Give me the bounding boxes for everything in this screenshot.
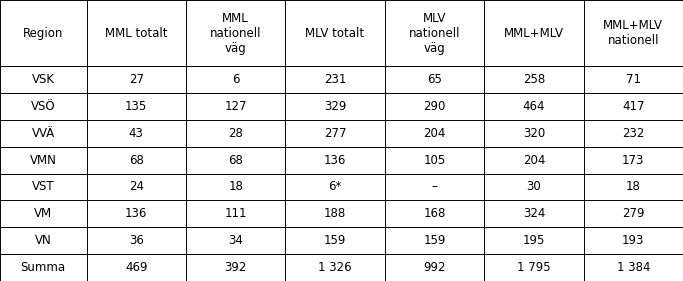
Text: 1 384: 1 384 xyxy=(617,261,650,274)
Text: 68: 68 xyxy=(228,154,243,167)
Text: –: – xyxy=(432,180,437,193)
Text: 105: 105 xyxy=(423,154,445,167)
Text: MLV totalt: MLV totalt xyxy=(305,26,365,40)
Text: 464: 464 xyxy=(522,100,545,113)
Text: 6*: 6* xyxy=(329,180,342,193)
Text: 159: 159 xyxy=(324,234,346,247)
Text: 324: 324 xyxy=(522,207,545,220)
Text: 329: 329 xyxy=(324,100,346,113)
Text: 27: 27 xyxy=(128,73,143,86)
Text: VMN: VMN xyxy=(30,154,57,167)
Text: 159: 159 xyxy=(423,234,445,247)
Text: 195: 195 xyxy=(522,234,545,247)
Text: 168: 168 xyxy=(423,207,445,220)
Text: VN: VN xyxy=(35,234,52,247)
Text: 417: 417 xyxy=(622,100,645,113)
Text: 290: 290 xyxy=(423,100,445,113)
Text: 204: 204 xyxy=(522,154,545,167)
Text: 392: 392 xyxy=(225,261,247,274)
Text: 135: 135 xyxy=(125,100,148,113)
Text: VVÄ: VVÄ xyxy=(31,127,55,140)
Text: 992: 992 xyxy=(423,261,446,274)
Text: MML
nationell
väg: MML nationell väg xyxy=(210,12,262,55)
Text: 277: 277 xyxy=(324,127,346,140)
Text: 173: 173 xyxy=(622,154,645,167)
Text: 111: 111 xyxy=(225,207,247,220)
Text: 320: 320 xyxy=(522,127,545,140)
Text: 232: 232 xyxy=(622,127,645,140)
Text: 1 326: 1 326 xyxy=(318,261,352,274)
Text: 204: 204 xyxy=(423,127,445,140)
Text: 30: 30 xyxy=(527,180,541,193)
Text: VST: VST xyxy=(32,180,55,193)
Text: 231: 231 xyxy=(324,73,346,86)
Text: VM: VM xyxy=(34,207,53,220)
Text: 71: 71 xyxy=(626,73,641,86)
Text: 136: 136 xyxy=(125,207,148,220)
Text: 258: 258 xyxy=(522,73,545,86)
Text: 188: 188 xyxy=(324,207,346,220)
Text: Summa: Summa xyxy=(20,261,66,274)
Text: VSÖ: VSÖ xyxy=(31,100,55,113)
Text: 34: 34 xyxy=(228,234,243,247)
Text: 193: 193 xyxy=(622,234,645,247)
Text: 6: 6 xyxy=(232,73,239,86)
Text: 24: 24 xyxy=(128,180,143,193)
Text: 18: 18 xyxy=(228,180,243,193)
Text: 43: 43 xyxy=(129,127,143,140)
Text: MML+MLV: MML+MLV xyxy=(504,26,564,40)
Text: 469: 469 xyxy=(125,261,148,274)
Text: 28: 28 xyxy=(228,127,243,140)
Text: 36: 36 xyxy=(129,234,143,247)
Text: Region: Region xyxy=(23,26,64,40)
Text: MML totalt: MML totalt xyxy=(105,26,167,40)
Text: 136: 136 xyxy=(324,154,346,167)
Text: 279: 279 xyxy=(622,207,645,220)
Text: VSK: VSK xyxy=(31,73,55,86)
Text: 65: 65 xyxy=(427,73,442,86)
Text: 68: 68 xyxy=(129,154,143,167)
Text: 127: 127 xyxy=(225,100,247,113)
Text: MML+MLV
nationell: MML+MLV nationell xyxy=(603,19,663,47)
Text: 18: 18 xyxy=(626,180,641,193)
Text: 1 795: 1 795 xyxy=(517,261,550,274)
Text: MLV
nationell
väg: MLV nationell väg xyxy=(408,12,460,55)
